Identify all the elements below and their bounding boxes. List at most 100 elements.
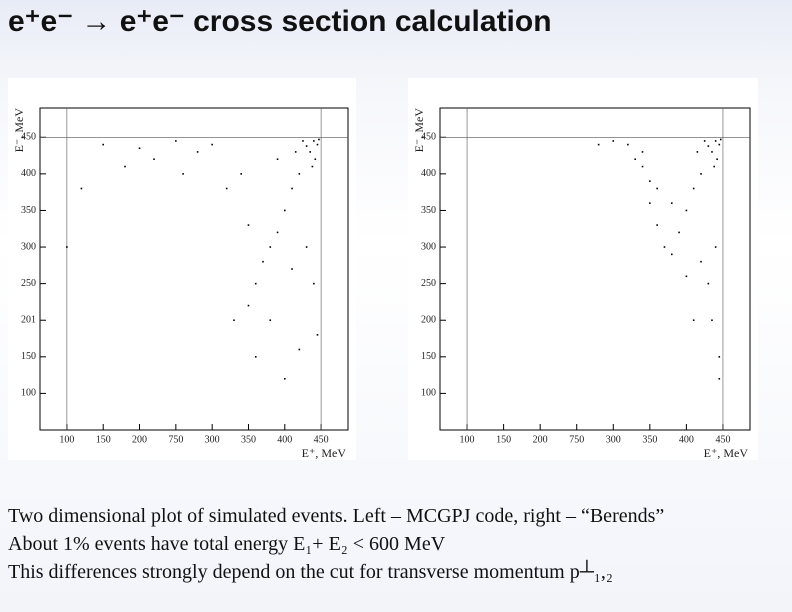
x-tick-label: 200 <box>132 434 147 445</box>
y-tick-label: 100 <box>21 388 36 399</box>
x-tick-label: 150 <box>96 434 111 445</box>
point <box>719 138 722 141</box>
y-axis-label: E⁻, MeV <box>12 108 26 153</box>
point <box>102 143 104 146</box>
y-tick-label: 250 <box>21 278 36 289</box>
point <box>627 143 629 146</box>
point <box>302 140 304 142</box>
point <box>692 319 695 322</box>
point <box>703 140 706 142</box>
plot-panel <box>408 78 758 460</box>
y-tick-label: 150 <box>21 351 36 362</box>
point <box>305 246 308 248</box>
point <box>284 377 286 380</box>
point <box>711 319 713 322</box>
y-tick-label: 300 <box>421 241 436 252</box>
point <box>313 140 315 142</box>
y-tick-label: 400 <box>21 168 36 179</box>
point <box>318 138 320 141</box>
x-tick-label: 100 <box>460 434 475 445</box>
point <box>254 282 257 285</box>
point <box>291 268 293 270</box>
point <box>696 151 699 153</box>
point <box>670 253 673 256</box>
point <box>634 158 637 161</box>
point <box>182 173 184 175</box>
y-tick-label: 250 <box>421 278 436 289</box>
x-tick-label: 300 <box>606 434 621 445</box>
point <box>247 304 250 307</box>
point <box>211 143 213 146</box>
point <box>138 147 141 150</box>
y-tick-label: 200 <box>421 315 436 326</box>
point <box>685 275 688 278</box>
point <box>153 158 155 161</box>
point <box>269 246 272 248</box>
point <box>294 151 297 153</box>
y-tick-label: 201 <box>21 315 36 326</box>
x-tick-label: 350 <box>241 434 256 445</box>
point <box>316 143 319 146</box>
point <box>670 202 673 204</box>
point <box>284 209 286 212</box>
point <box>718 356 721 358</box>
point <box>311 165 314 168</box>
point <box>196 151 199 153</box>
point <box>663 246 666 248</box>
caption-line: This differences strongly depend on the … <box>8 561 613 583</box>
x-axis-label: E⁺, MeV <box>302 446 347 460</box>
point <box>240 173 243 175</box>
y-tick-label: 350 <box>21 205 36 216</box>
point <box>80 187 83 190</box>
y-tick-label: 450 <box>421 132 436 143</box>
point <box>714 246 717 248</box>
point <box>298 173 301 175</box>
point <box>716 158 718 161</box>
plot-frame <box>439 107 751 431</box>
point <box>692 187 695 190</box>
point <box>718 143 721 146</box>
y-tick-label: 450 <box>21 132 36 143</box>
x-tick-label: 750 <box>168 434 183 445</box>
point <box>707 282 710 285</box>
point <box>597 143 600 146</box>
plot-frame <box>39 107 349 431</box>
point <box>247 224 250 226</box>
x-tick-label: 450 <box>314 434 329 445</box>
point <box>233 319 235 322</box>
y-tick-label: 100 <box>421 388 436 399</box>
point <box>124 165 126 168</box>
y-tick-label: 350 <box>421 205 436 216</box>
point <box>711 151 713 153</box>
point <box>700 260 702 263</box>
point <box>649 202 651 204</box>
caption-line: Two dimensional plot of simulated events… <box>8 505 665 527</box>
caption: Two dimensional plot of simulated events… <box>8 505 664 589</box>
point <box>298 348 301 351</box>
y-tick-label: 300 <box>21 241 36 252</box>
point <box>305 145 308 147</box>
point <box>612 140 615 142</box>
x-tick-label: 750 <box>569 434 584 445</box>
x-tick-label: 350 <box>642 434 657 445</box>
caption-line: About 1% events have total energy E₁+ E₂… <box>8 533 446 555</box>
x-tick-label: 150 <box>496 434 511 445</box>
point <box>262 260 264 263</box>
point <box>269 319 272 322</box>
x-tick-label: 100 <box>59 434 74 445</box>
x-tick-label: 450 <box>715 434 730 445</box>
point <box>656 224 658 226</box>
point <box>276 231 279 234</box>
point <box>713 165 715 168</box>
point <box>313 282 315 285</box>
point <box>707 145 710 147</box>
point <box>316 334 319 336</box>
x-axis-label: E⁺, MeV <box>704 446 749 460</box>
point <box>309 151 312 153</box>
point <box>291 187 293 190</box>
point <box>66 246 68 248</box>
y-axis-label: E⁻, MeV <box>412 108 426 153</box>
plot-panel <box>8 78 356 460</box>
